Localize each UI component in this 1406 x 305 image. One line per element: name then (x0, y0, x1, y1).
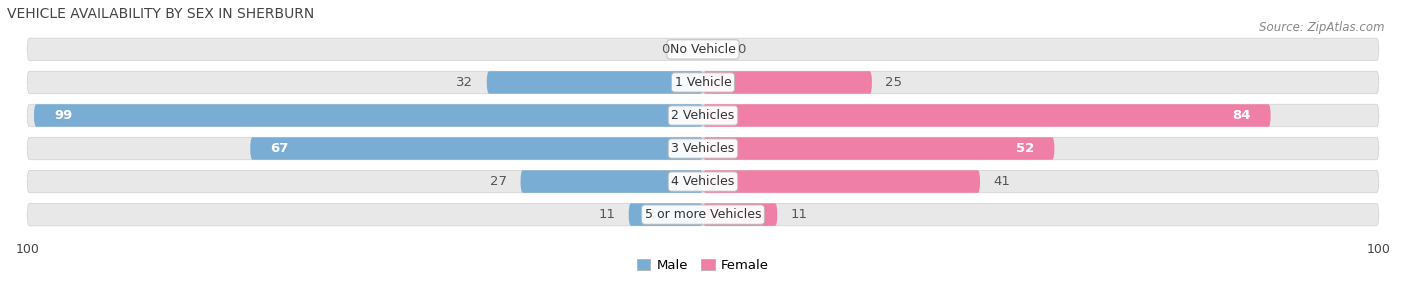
Text: 27: 27 (491, 175, 508, 188)
FancyBboxPatch shape (628, 203, 703, 226)
Text: 3 Vehicles: 3 Vehicles (672, 142, 734, 155)
FancyBboxPatch shape (34, 104, 703, 127)
Text: 4 Vehicles: 4 Vehicles (672, 175, 734, 188)
FancyBboxPatch shape (703, 170, 980, 193)
Bar (7, 66, 1399, 99)
FancyBboxPatch shape (27, 170, 1379, 193)
Bar (7, 198, 1399, 231)
Text: 32: 32 (456, 76, 474, 89)
Bar (7, 165, 1399, 198)
Text: Source: ZipAtlas.com: Source: ZipAtlas.com (1260, 21, 1385, 34)
Legend: Male, Female: Male, Female (631, 254, 775, 278)
Bar (7, 99, 1399, 132)
Text: 84: 84 (1232, 109, 1250, 122)
Text: 67: 67 (270, 142, 288, 155)
FancyBboxPatch shape (703, 104, 1271, 127)
Text: 11: 11 (790, 208, 808, 221)
Text: 0: 0 (737, 43, 745, 56)
Text: VEHICLE AVAILABILITY BY SEX IN SHERBURN: VEHICLE AVAILABILITY BY SEX IN SHERBURN (7, 7, 314, 21)
FancyBboxPatch shape (520, 170, 703, 193)
FancyBboxPatch shape (27, 104, 1379, 127)
FancyBboxPatch shape (703, 71, 872, 94)
Text: 52: 52 (1017, 142, 1035, 155)
Bar (7, 132, 1399, 165)
Text: 0: 0 (661, 43, 669, 56)
Text: 99: 99 (55, 109, 73, 122)
FancyBboxPatch shape (27, 38, 1379, 61)
Text: 25: 25 (886, 76, 903, 89)
Text: 41: 41 (994, 175, 1011, 188)
FancyBboxPatch shape (27, 71, 1379, 94)
FancyBboxPatch shape (486, 71, 703, 94)
Text: 1 Vehicle: 1 Vehicle (675, 76, 731, 89)
FancyBboxPatch shape (27, 137, 1379, 160)
FancyBboxPatch shape (703, 137, 1054, 160)
FancyBboxPatch shape (27, 203, 1379, 226)
FancyBboxPatch shape (703, 203, 778, 226)
Text: 11: 11 (598, 208, 616, 221)
Text: 5 or more Vehicles: 5 or more Vehicles (645, 208, 761, 221)
Text: 2 Vehicles: 2 Vehicles (672, 109, 734, 122)
Bar (7, 33, 1399, 66)
Text: No Vehicle: No Vehicle (671, 43, 735, 56)
FancyBboxPatch shape (250, 137, 703, 160)
